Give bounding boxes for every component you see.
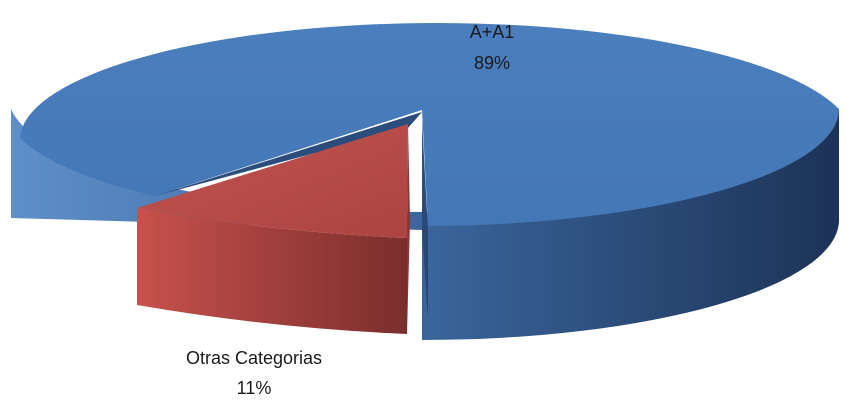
pie-slice-a-a1-inner-shade: [155, 112, 422, 196]
pie-slice-a-a1-cut: [422, 120, 428, 318]
pie-slice-otras-categorias-front: [137, 208, 407, 334]
slice-value-otras-categorias: 11%: [237, 378, 272, 398]
pie-slice-a-a1-top: [20, 23, 839, 226]
slice-label-a-a1: A+A1: [470, 22, 515, 42]
pie-slice-otras-categorias-top: [137, 124, 408, 238]
slice-value-a-a1: 89%: [474, 53, 510, 73]
pie-slice-a-a1: [11, 23, 839, 340]
pie-slice-otras-categorias-side: [407, 124, 410, 334]
slice-label-otras-categorias: Otras Categorias: [186, 348, 322, 368]
pie-slice-otras-categorias: [137, 124, 410, 334]
